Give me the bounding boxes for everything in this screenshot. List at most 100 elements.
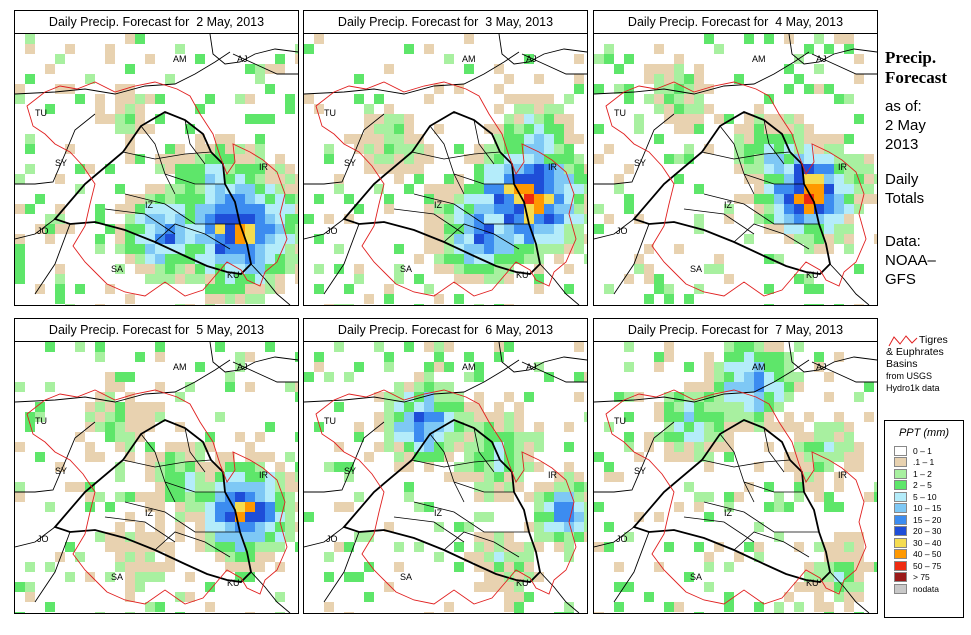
precip-cell: [235, 244, 245, 254]
precip-cell: [784, 184, 794, 194]
precip-cell: [504, 304, 514, 305]
precip-cell: [474, 412, 484, 422]
precip-cell: [754, 402, 764, 412]
precip-cell: [424, 184, 434, 194]
precip-cell: [514, 134, 524, 144]
precip-cell: [584, 234, 587, 244]
forecast-panel: Daily Precip. Forecast for 6 May, 2013 AM…: [303, 318, 588, 614]
precip-cell: [344, 194, 354, 204]
precip-cell: [804, 582, 814, 592]
precip-cell: [384, 402, 394, 412]
precip-cell: [444, 392, 454, 402]
precip-cell: [684, 362, 694, 372]
country-label-sy: SY: [634, 466, 646, 476]
country-label-jo: JO: [37, 226, 49, 236]
precip-cell: [125, 412, 135, 422]
precip-cell: [504, 224, 514, 234]
precip-cell: [265, 244, 275, 254]
precip-cell: [554, 114, 564, 124]
precip-cell: [484, 154, 494, 164]
precip-cell: [115, 462, 125, 472]
country-boundary: [498, 342, 587, 373]
precip-cell: [554, 482, 564, 492]
precip-cell: [295, 392, 298, 402]
country-boundary: [811, 361, 877, 383]
precip-cell: [574, 472, 584, 482]
precip-cell: [834, 532, 844, 542]
precip-cell: [35, 402, 45, 412]
precip-cell: [794, 184, 804, 194]
precip-cell: [235, 532, 245, 542]
precip-cell: [225, 134, 235, 144]
precip-cell: [175, 462, 185, 472]
precip-cell: [764, 382, 774, 392]
precip-cell: [275, 562, 285, 572]
precip-cell: [524, 204, 534, 214]
precip-cell: [275, 284, 285, 294]
precip-cell: [794, 462, 804, 472]
precip-cell: [344, 372, 354, 382]
precip-cell: [474, 472, 484, 482]
precip-cell: [265, 472, 275, 482]
precip-cell: [564, 214, 574, 224]
precip-cell: [404, 442, 414, 452]
precip-cell: [175, 532, 185, 542]
precip-cell: [494, 154, 504, 164]
precip-cell: [125, 224, 135, 234]
precip-cell: [404, 492, 414, 502]
precip-cell: [115, 204, 125, 214]
precip-cell: [784, 194, 794, 204]
province-boundary: [701, 459, 791, 468]
precip-cell: [155, 472, 165, 482]
precip-cell: [195, 224, 205, 234]
precip-cell: [594, 224, 604, 234]
precip-cell: [724, 432, 734, 442]
precip-cell: [654, 274, 664, 284]
precip-cell: [494, 562, 504, 572]
legend-label: 5 – 10: [913, 491, 937, 502]
province-boundary: [124, 501, 240, 533]
precip-cell: [814, 482, 824, 492]
precip-cell: [494, 412, 504, 422]
precip-cell: [354, 94, 364, 104]
iraq-border: [53, 111, 252, 275]
precip-cell: [125, 204, 135, 214]
precip-cell: [414, 144, 424, 154]
precip-cell: [404, 422, 414, 432]
precip-cell: [235, 254, 245, 264]
precip-cell: [824, 204, 834, 214]
precip-cell: [864, 164, 874, 174]
precip-cell: [504, 542, 514, 552]
precip-cell: [185, 512, 195, 522]
precip-cell: [155, 572, 165, 582]
precip-cell: [135, 264, 145, 274]
precip-cell: [235, 274, 245, 284]
precip-cell: [704, 144, 714, 154]
precip-cell: [245, 512, 255, 522]
precip-cell: [804, 174, 814, 184]
precip-cell: [534, 284, 544, 294]
precip-cell: [684, 482, 694, 492]
precip-cell: [504, 184, 514, 194]
precip-cell: [834, 582, 844, 592]
precip-cell: [225, 294, 235, 304]
precip-cell: [424, 412, 434, 422]
precip-cell: [554, 472, 564, 482]
precip-cell: [295, 482, 298, 492]
precip-cell: [145, 412, 155, 422]
precip-cell: [504, 134, 514, 144]
precip-cell: [494, 214, 504, 224]
precip-cell: [205, 204, 215, 214]
precip-cell: [384, 124, 394, 134]
precip-cell: [454, 422, 464, 432]
precip-cell: [255, 114, 265, 124]
precip-cell: [454, 184, 464, 194]
precip-cell: [794, 492, 804, 502]
precip-cell: [824, 462, 834, 472]
precip-cell: [275, 512, 285, 522]
precip-cell: [404, 154, 414, 164]
precip-cell: [145, 472, 155, 482]
precip-cell: [844, 234, 854, 244]
precip-cell: [464, 234, 474, 244]
forecast-panel: Daily Precip. Forecast for 3 May, 2013 AM…: [303, 10, 588, 306]
